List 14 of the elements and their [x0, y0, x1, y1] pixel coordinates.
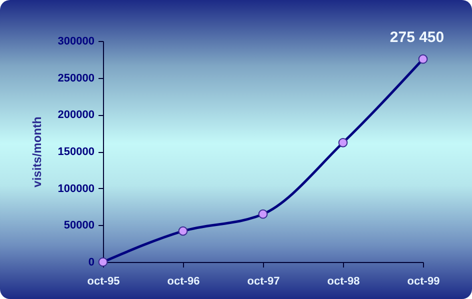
y-axis-title: visits/month [30, 116, 44, 188]
x-tick-label: oct-98 [327, 276, 360, 288]
y-tick-label: 300000 [58, 36, 94, 48]
x-tick-label: oct-97 [247, 276, 280, 288]
y-tick-label: 150000 [58, 146, 94, 158]
y-tick-label: 100000 [58, 182, 94, 195]
x-tick-label: oct-96 [167, 276, 200, 288]
y-tick-label: 50000 [64, 220, 94, 232]
data-label: 275 450 [390, 29, 444, 46]
x-tick-label: oct-95 [87, 276, 120, 288]
x-tick-label: oct-99 [407, 276, 440, 288]
y-tick-label: 200000 [58, 109, 94, 122]
y-tick-label: 250000 [58, 72, 94, 84]
y-tick-label: 0 [88, 256, 94, 268]
